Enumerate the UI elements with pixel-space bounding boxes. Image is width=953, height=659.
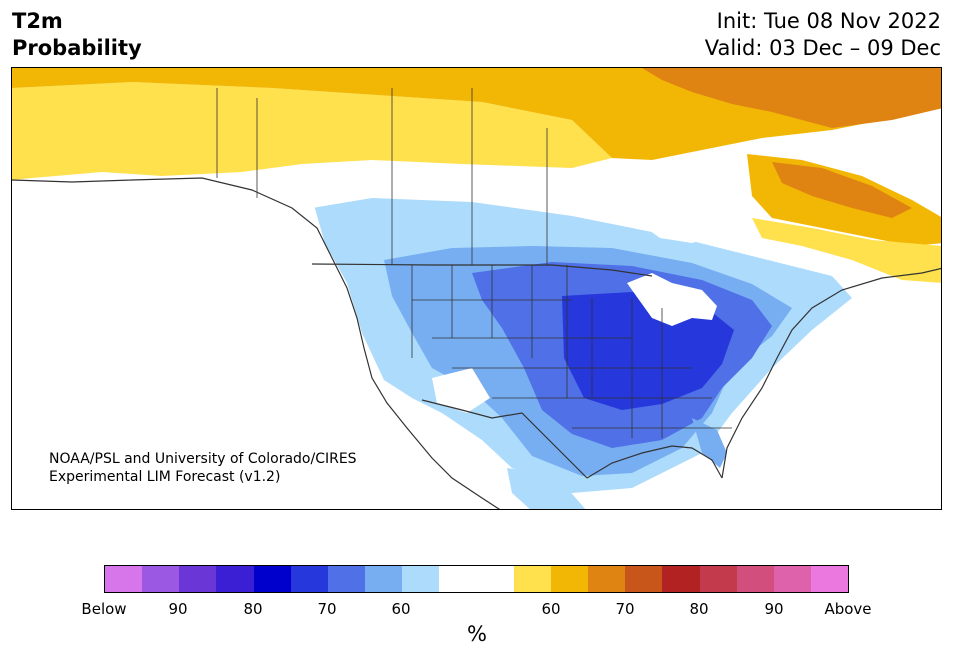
colorbar-segment — [810, 566, 849, 592]
canada-interior-borders — [216, 88, 548, 265]
colorbar-segment — [513, 566, 551, 592]
probability-colorbar — [104, 565, 849, 593]
colorbar-segment — [662, 566, 700, 592]
colorbar-segment — [625, 566, 663, 592]
coastlines-and-borders — [12, 88, 941, 509]
canada-above-80-region — [642, 68, 941, 128]
colorbar-segment — [699, 566, 737, 592]
colorbar-tick-label: 70 — [317, 600, 337, 618]
colorbar-tick-label: 80 — [689, 600, 709, 618]
colorbar-segment — [773, 566, 811, 592]
credit-line-1: NOAA/PSL and University of Colorado/CIRE… — [49, 451, 357, 467]
colorbar-units: % — [467, 622, 487, 646]
east-canada-above-60 — [752, 218, 941, 283]
forecast-dates: Init: Tue 08 Nov 2022 Valid: 03 Dec – 09… — [705, 8, 941, 62]
colorbar-segment — [550, 566, 589, 592]
colorbar-tick-label: 70 — [615, 600, 635, 618]
colorbar-segment — [588, 566, 626, 592]
pacific-coastline — [12, 177, 501, 509]
colorbar-tick-label: 90 — [764, 600, 784, 618]
us-interior-borders — [411, 265, 732, 438]
forecast-map — [11, 67, 942, 510]
colorbar-segment — [736, 566, 774, 592]
colorbar-segment — [402, 566, 440, 592]
colorbar-segment — [439, 566, 477, 592]
map-canvas — [12, 68, 941, 509]
colorbar-segment — [365, 566, 403, 592]
map-title: T2m Probability — [12, 8, 142, 62]
colorbar-tick-label: 80 — [243, 600, 263, 618]
colorbar-tick-label: 60 — [391, 600, 411, 618]
great-lakes — [627, 273, 717, 326]
colorbar-segment — [179, 566, 217, 592]
title-probability: Probability — [12, 36, 142, 60]
us-mexico-border — [421, 399, 588, 479]
hudson-bay — [612, 164, 742, 243]
colorbar-segment — [476, 566, 514, 592]
credit-line-2: Experimental LIM Forecast (v1.2) — [49, 469, 281, 485]
below-90-region — [562, 292, 734, 410]
title-variable: T2m — [12, 9, 63, 33]
pacific-white-region — [12, 198, 392, 509]
colorbar-segment — [216, 566, 254, 592]
valid-date: Valid: 03 Dec – 09 Dec — [704, 36, 941, 60]
colorbar-segment — [327, 566, 366, 592]
colorbar-tick-label: 90 — [168, 600, 188, 618]
init-date: Init: Tue 08 Nov 2022 — [716, 9, 941, 33]
east-canada-above-80 — [772, 162, 912, 218]
colorbar-tick-label: Below — [81, 600, 127, 618]
colorbar-tick-label: Above — [824, 600, 872, 618]
florida-below-70 — [692, 418, 727, 468]
canada-above-60-patch — [132, 90, 452, 156]
colorbar-segment — [105, 566, 143, 592]
southwest-above-zero-notch — [432, 368, 490, 413]
atlantic-coastline — [721, 267, 941, 479]
colorbar-tick-label: 60 — [541, 600, 561, 618]
mexico-below-60 — [507, 468, 586, 509]
gulf-coastline — [586, 445, 723, 479]
forecast-credit: NOAA/PSL and University of Colorado/CIRE… — [49, 450, 357, 486]
colorbar-segment — [290, 566, 328, 592]
colorbar-segment — [253, 566, 291, 592]
colorbar-segment — [142, 566, 180, 592]
